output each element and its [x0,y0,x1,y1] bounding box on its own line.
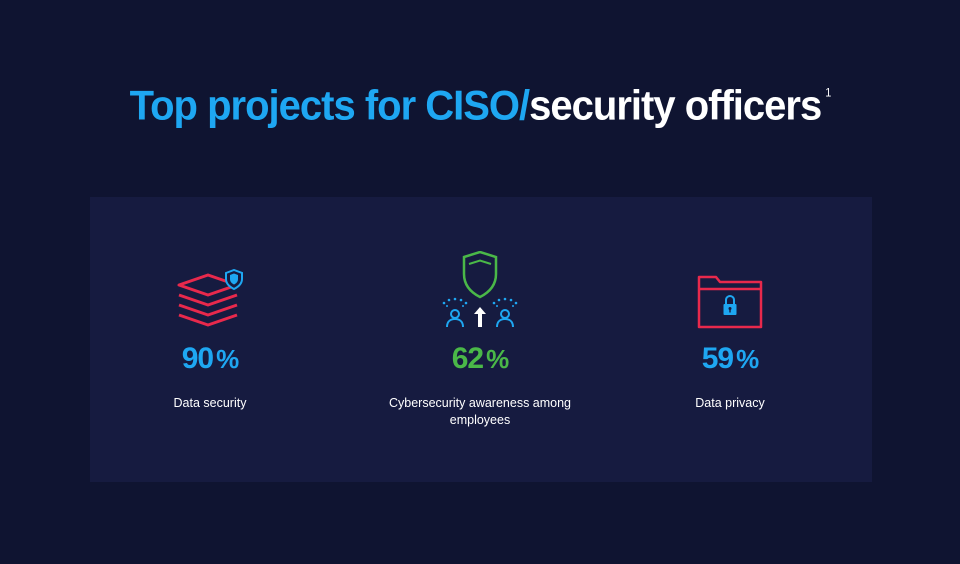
stat-label: Data privacy [695,396,765,410]
stat-label: Data security [173,396,247,410]
stat-unit: % [736,344,759,374]
stat-number: 90 [181,342,214,375]
stat-value: 90% [90,342,330,376]
stacked-layers-shield-icon [90,268,330,334]
page-title: Top projects for CISO/security officers 1 [0,83,960,130]
stat-number: 62 [451,342,484,375]
stat-unit: % [216,344,239,374]
title-footnote: 1 [825,86,831,100]
stat-value: 62% [360,342,600,376]
stat-label: Cybersecurity awareness among employees [388,396,572,427]
stat-value: 59% [610,342,850,376]
shield-people-arrow-icon [360,250,600,340]
stat-number: 59 [701,342,734,375]
title-rest: security officers [529,82,822,130]
locked-folder-icon [610,273,850,336]
stats-panel: 90% Data security [90,197,872,482]
title-highlight: Top projects for CISO/ [129,82,531,130]
stat-unit: % [486,344,509,374]
